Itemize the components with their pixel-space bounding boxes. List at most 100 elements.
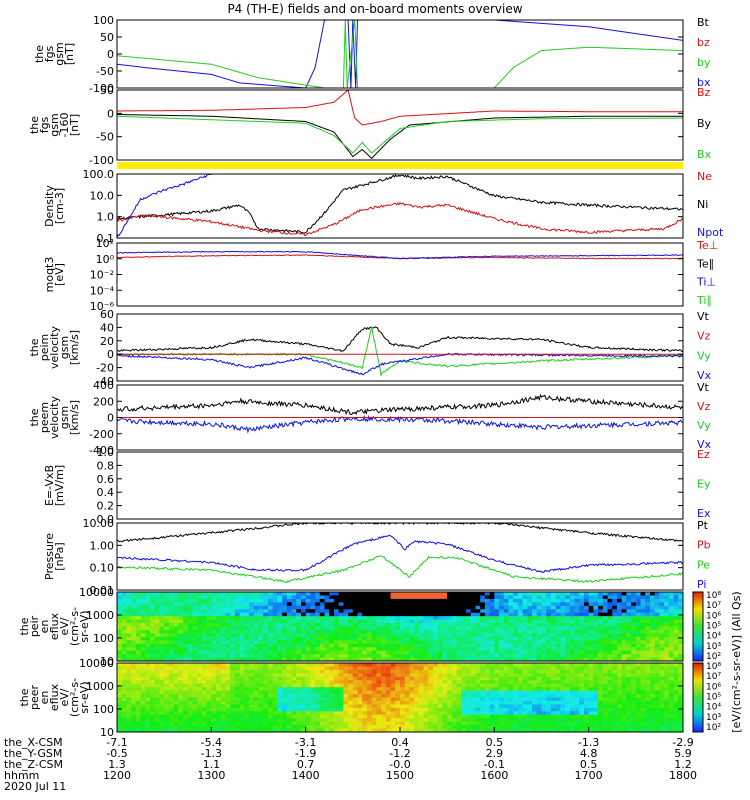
peir-eflux-cell [390, 619, 396, 624]
peer-eflux-cell [404, 663, 410, 667]
peir-eflux-cell [517, 640, 524, 645]
peir-eflux-cell [470, 616, 476, 621]
peer-eflux-cell [315, 690, 321, 695]
peir-eflux-cell [583, 602, 590, 607]
peir-eflux-cell [244, 623, 250, 627]
peir-eflux-cell [220, 595, 226, 600]
peer-eflux-cell [168, 680, 175, 685]
peir-eflux-cell [244, 629, 250, 634]
peer-eflux-cell [400, 728, 406, 733]
peer-eflux-cell [588, 690, 594, 695]
peir-eflux-cell [154, 633, 160, 638]
peir-eflux-cell [324, 654, 330, 659]
peer-eflux-cell [583, 728, 590, 733]
peer-eflux-cell [187, 700, 193, 705]
peer-eflux-cell [154, 673, 160, 678]
peir-eflux-cell [640, 643, 646, 648]
peir-eflux-cell [296, 609, 302, 614]
peir-eflux-cell [428, 612, 434, 617]
peir-eflux-cell [546, 636, 552, 641]
peer-eflux-cell [145, 718, 151, 723]
peer-eflux-cell [470, 707, 476, 712]
peir-eflux-cell [183, 612, 189, 617]
peer-eflux-cell [173, 697, 179, 702]
peer-eflux-cell [310, 666, 316, 671]
peir-eflux-cell [532, 643, 538, 648]
peir-eflux-cell [480, 629, 486, 634]
peer-eflux-cell [253, 704, 259, 709]
peir-eflux-cell [517, 605, 524, 610]
peir-eflux-cell [244, 605, 250, 610]
peir-eflux-cell [216, 592, 222, 596]
peer-eflux-cell [612, 697, 618, 702]
peer-eflux-cell [201, 700, 208, 705]
peir-eflux-cell [357, 595, 363, 600]
peir-eflux-cell [183, 623, 189, 627]
peer-eflux-cell [583, 721, 590, 726]
peir-eflux-cell [272, 623, 278, 627]
peir-eflux-cell [277, 633, 283, 638]
peer-eflux-cell [225, 663, 231, 667]
peer-eflux-cell [249, 718, 255, 723]
peer-eflux-cell [635, 683, 642, 688]
peir-eflux-cell [649, 598, 656, 603]
peir-eflux-cell [508, 647, 514, 652]
peir-eflux-cell [635, 633, 642, 638]
peir-eflux-cell [385, 609, 392, 614]
peer-eflux-cell [607, 700, 613, 705]
peer-eflux-cell [197, 697, 203, 702]
peir-eflux-cell [437, 609, 443, 614]
peer-eflux-cell [343, 725, 349, 730]
peir-eflux-cell [145, 602, 151, 607]
peir-eflux-cell [612, 605, 618, 610]
peir-eflux-cell [126, 626, 132, 631]
peir-eflux-cell [437, 636, 443, 641]
peer-eflux-cell [569, 680, 576, 685]
peir-eflux-cell [480, 598, 486, 603]
peir-eflux-cell [362, 592, 368, 596]
peir-eflux-cell [433, 633, 439, 638]
peir-eflux-cell [263, 616, 269, 621]
peir-eflux-cell [494, 633, 500, 638]
peer-eflux-cell [616, 700, 623, 705]
peer-eflux-cell [513, 680, 519, 685]
peer-eflux-cell [423, 718, 429, 723]
peer-eflux-cell [616, 697, 623, 702]
peer-eflux-cell [371, 673, 377, 678]
peer-eflux-cell [126, 714, 132, 719]
peer-eflux-cell [277, 694, 283, 698]
peer-eflux-cell [489, 683, 495, 688]
peer-eflux-cell [249, 669, 255, 674]
peir-eflux-cell [126, 650, 132, 655]
peer-eflux-cell [536, 700, 542, 705]
fgs-sm-series-Bx [117, 115, 683, 154]
peir-eflux-cell [390, 595, 396, 600]
peir-eflux-cell [305, 619, 311, 624]
peir-eflux-cell [140, 592, 146, 596]
peer-eflux-cell [168, 725, 175, 730]
peim-velocity-ytick-label: -20 [96, 362, 114, 375]
peir-eflux-cell [338, 636, 344, 641]
peer-eflux-cell [470, 687, 476, 692]
peer-eflux-cell [503, 663, 509, 667]
peer-eflux-cell [352, 669, 359, 674]
peir-eflux-cell [550, 647, 557, 652]
peer-eflux-cell [409, 718, 415, 723]
peir-eflux-cell [466, 616, 472, 621]
peir-eflux-cell [602, 654, 609, 659]
peir-eflux-cell [272, 619, 278, 624]
peer-eflux-cell [626, 728, 632, 733]
peer-eflux-cell [192, 669, 198, 674]
peer-eflux-cell [183, 718, 189, 723]
peer-eflux-cell [433, 666, 439, 671]
peer-eflux-cell [593, 687, 599, 692]
peir-eflux-cell [423, 592, 429, 596]
peer-eflux-cell [168, 728, 175, 733]
peer-eflux-cell [178, 728, 184, 733]
peir-eflux-cell [621, 647, 627, 652]
peer-eflux-cell [395, 718, 401, 723]
peer-eflux-cell [225, 690, 231, 695]
peir-eflux-cell [329, 612, 335, 617]
peir-eflux-cell [319, 595, 326, 600]
peer-eflux-cell [239, 697, 245, 702]
